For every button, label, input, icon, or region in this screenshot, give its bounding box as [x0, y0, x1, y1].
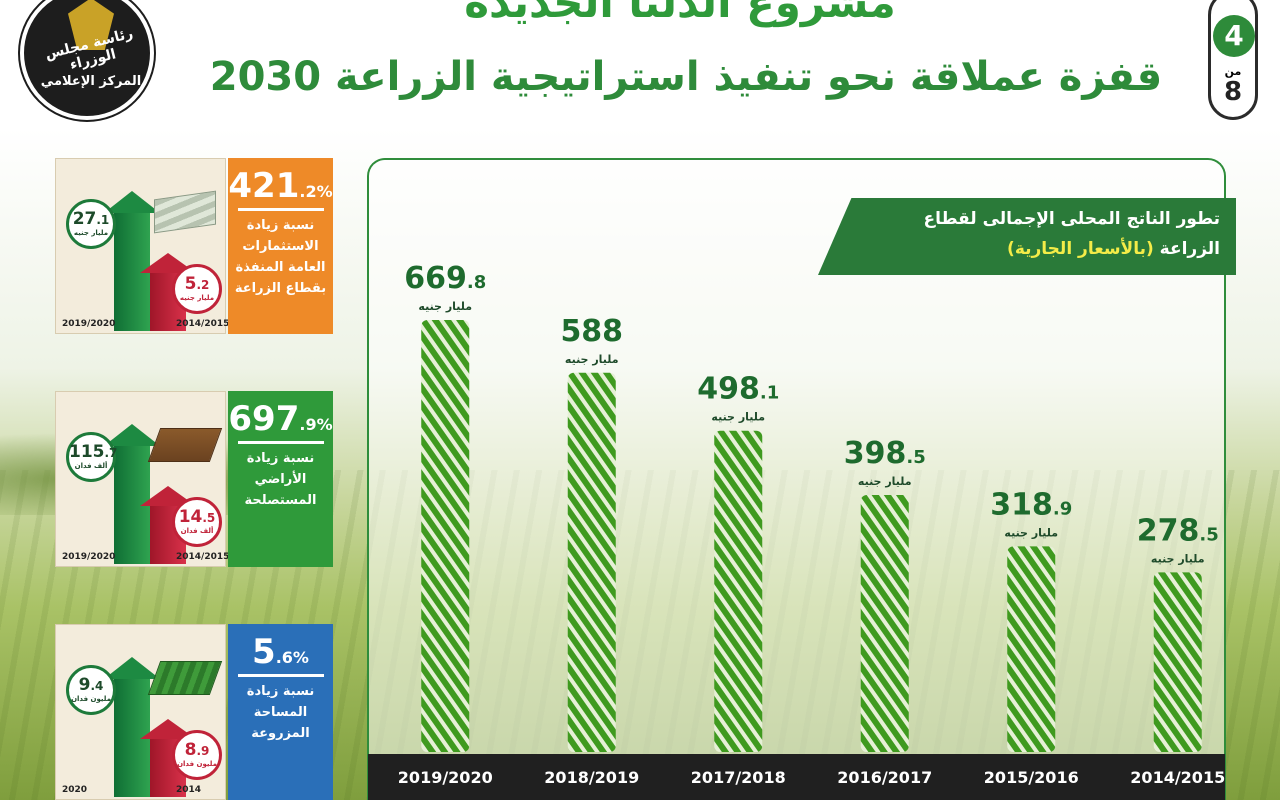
low-value-bubble: 14.5 ألف فدان: [172, 497, 222, 547]
x-tick-label: 2015/2016: [984, 768, 1079, 787]
unit-label: مليار جنيه: [1004, 526, 1058, 539]
low-value: 8.9: [184, 740, 210, 760]
page-total: 8: [1223, 77, 1243, 107]
page-current: 4: [1213, 15, 1255, 57]
page-title: مشروع الدلتا الجديدة: [464, 0, 896, 27]
bar-2017/2018: [714, 430, 763, 752]
stat-card: 115.7 ألف فدان 14.5 ألف فدان 2019/2020 2…: [55, 391, 333, 567]
x-tick-label: 2014/2015: [1130, 768, 1225, 787]
x-tick-label: 2017/2018: [691, 768, 786, 787]
stat-card: 9.4 مليون فدان 8.9 مليون فدان 2020 2014 …: [55, 624, 333, 800]
unit-label: مليار جنيه: [858, 475, 912, 488]
high-value-bubble: 27.1 مليار جنيه: [66, 199, 116, 249]
value-label: 278.5: [1137, 513, 1219, 548]
year-high-label: 2020: [62, 785, 88, 795]
x-tick-label: 2018/2019: [544, 768, 639, 787]
low-value: 5.2: [184, 274, 210, 294]
high-value-unit: مليون فدان: [71, 695, 111, 703]
comparison-visual: 115.7 ألف فدان 14.5 ألف فدان 2019/2020 2…: [55, 391, 230, 567]
percent-description: نسبة زيادة الأراضي المستصلحة: [244, 451, 317, 508]
percent-value: 697.9%: [228, 399, 333, 439]
unit-label: مليار جنيه: [565, 353, 619, 366]
year-low-label: 2014: [176, 785, 202, 795]
bar-2018/2019: [567, 372, 616, 752]
divider: [237, 441, 324, 444]
high-value: 27.1: [72, 209, 110, 229]
divider: [237, 674, 324, 677]
low-value: 14.5: [178, 507, 216, 527]
percent-value: 421.2%: [228, 166, 333, 206]
page-indicator: 4 من 8: [1208, 0, 1258, 120]
year-low-label: 2014/2015: [176, 319, 230, 329]
year-high-label: 2019/2020: [62, 552, 116, 562]
value-label: 398.5: [844, 436, 926, 471]
year-low-label: 2014/2015: [176, 552, 230, 562]
comparison-visual: 9.4 مليون فدان 8.9 مليون فدان 2020 2014: [55, 624, 226, 800]
high-value-bubble: 115.7 ألف فدان: [66, 432, 118, 482]
bar-2016/2017: [860, 494, 909, 752]
percent-panel: 5.6% نسبة زيادة المساحة المزروعة: [228, 624, 333, 800]
unit-label: مليار جنيه: [1151, 552, 1205, 565]
high-value-unit: مليار جنيه: [73, 229, 109, 237]
high-value-unit: ألف فدان: [74, 462, 108, 470]
comparison-visual: 27.1 مليار جنيه 5.2 مليار جنيه 2019/2020…: [55, 158, 230, 334]
value-label: 318.9: [990, 487, 1072, 522]
year-high-label: 2019/2020: [62, 319, 116, 329]
increase-arrow-icon: [104, 191, 160, 331]
logo-bottom-text: المركز الإعلامي: [40, 74, 142, 89]
unit-label: مليار جنيه: [711, 411, 765, 424]
value-label: 498.1: [697, 372, 779, 407]
unit-label: مليار جنيه: [418, 300, 472, 313]
increase-arrow-icon: [104, 424, 160, 564]
chart-title-line1: تطور الناتج المحلى الإجمالى لقطاع: [923, 209, 1220, 229]
percent-description: نسبة زيادة الاستثمارات العامة المنفذة بق…: [234, 218, 327, 296]
high-value: 9.4: [78, 675, 104, 695]
bar-2019/2020: [421, 320, 470, 752]
bar-2015/2016: [1007, 546, 1056, 752]
x-axis-band: [368, 754, 1225, 800]
chart-title-highlight: (بالأسعار الجارية): [1007, 239, 1154, 259]
percent-panel: 421.2% نسبة زيادة الاستثمارات العامة الم…: [228, 158, 333, 334]
percent-value: 5.6%: [252, 632, 309, 672]
bar-2014/2015: [1153, 572, 1202, 752]
chart-title-line2: الزراعة (بالأسعار الجارية): [818, 236, 1220, 262]
chart-title: تطور الناتج المحلى الإجمالى لقطاع الزراع…: [818, 198, 1236, 275]
low-value-unit: مليار جنيه: [179, 294, 215, 302]
low-value-bubble: 5.2 مليار جنيه: [172, 264, 222, 314]
percent-panel: 697.9% نسبة زيادة الأراضي المستصلحة: [228, 391, 333, 567]
divider: [237, 208, 324, 211]
value-label: 588: [560, 314, 623, 349]
x-tick-label: 2019/2020: [398, 768, 493, 787]
percent-description: نسبة زيادة المساحة المزروعة: [246, 684, 315, 741]
page-subtitle: قفزة عملاقة نحو تنفيذ استراتيجية الزراعة…: [209, 54, 1163, 100]
x-tick-label: 2016/2017: [837, 768, 932, 787]
cabinet-logo: رئاسة مجلس الوزراء المركز الإعلامي: [20, 0, 154, 120]
low-value-unit: ألف فدان: [180, 527, 214, 535]
high-value-bubble: 9.4 مليون فدان: [66, 665, 116, 715]
low-value-unit: مليون فدان: [177, 760, 217, 768]
stat-card: 27.1 مليار جنيه 5.2 مليار جنيه 2019/2020…: [55, 158, 333, 334]
page-of-label: من: [1224, 65, 1242, 78]
value-label: 669.8: [404, 261, 486, 296]
high-value: 115.7: [69, 442, 118, 462]
chart-title-prefix: الزراعة: [1159, 239, 1220, 259]
low-value-bubble: 8.9 مليون فدان: [172, 730, 222, 780]
